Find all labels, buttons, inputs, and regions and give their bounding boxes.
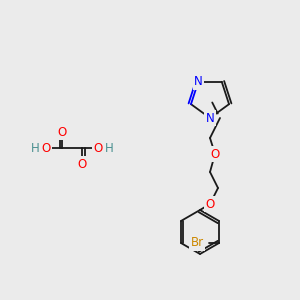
Text: H: H: [105, 142, 113, 154]
Text: N: N: [206, 112, 214, 124]
Text: H: H: [31, 142, 39, 154]
Text: O: O: [93, 142, 103, 154]
Text: Br: Br: [190, 236, 204, 250]
Text: O: O: [41, 142, 51, 154]
Text: O: O: [77, 158, 87, 170]
Text: O: O: [57, 125, 67, 139]
Text: O: O: [206, 197, 214, 211]
Text: O: O: [210, 148, 220, 160]
Text: N: N: [194, 75, 203, 88]
